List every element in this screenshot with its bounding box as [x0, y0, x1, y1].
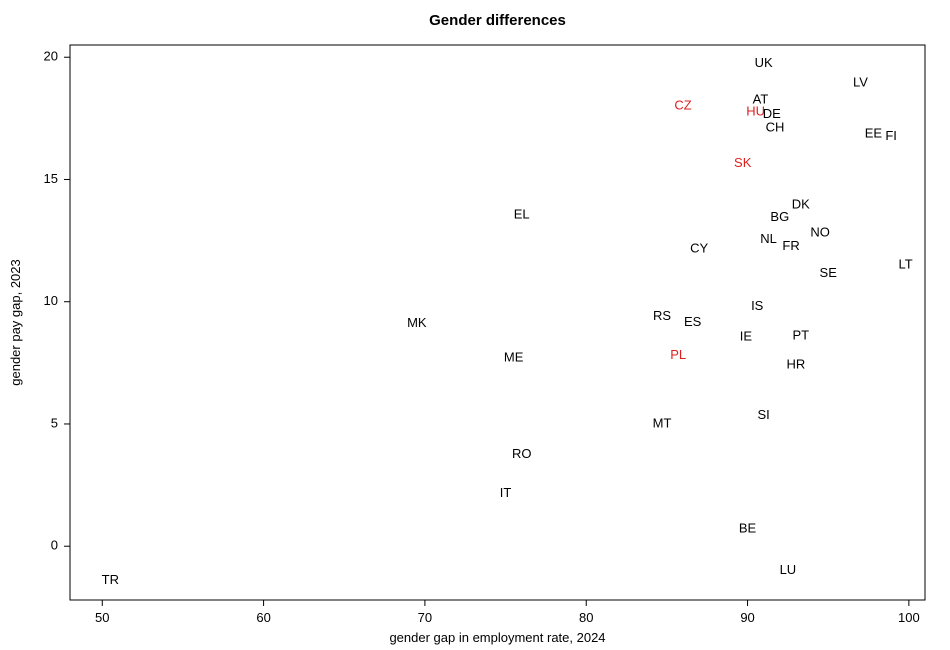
- plot-border: [70, 45, 925, 600]
- data-point-label: IS: [751, 298, 764, 313]
- data-point-label: SK: [734, 155, 752, 170]
- x-tick-label: 80: [579, 610, 593, 625]
- data-point-label: SE: [820, 265, 838, 280]
- data-point-label: ME: [504, 349, 524, 364]
- data-point-label: RO: [512, 446, 532, 461]
- y-axis-label: gender pay gap, 2023: [8, 259, 23, 386]
- data-point-label: HR: [787, 357, 806, 372]
- data-point-label: PT: [792, 327, 809, 342]
- data-point-label: MT: [653, 415, 672, 430]
- x-tick-label: 70: [418, 610, 432, 625]
- data-point-label: NO: [810, 225, 830, 240]
- data-point-label: FR: [782, 238, 799, 253]
- x-tick-label: 60: [256, 610, 270, 625]
- x-tick-label: 50: [95, 610, 109, 625]
- x-axis-label: gender gap in employment rate, 2024: [389, 630, 605, 645]
- data-point-label: BG: [770, 209, 789, 224]
- y-tick-label: 5: [51, 415, 58, 430]
- data-point-label: ES: [684, 314, 702, 329]
- y-tick-label: 10: [44, 293, 58, 308]
- data-point-label: UK: [755, 55, 773, 70]
- data-point-label: PL: [670, 347, 686, 362]
- data-point-label: LV: [853, 74, 868, 89]
- chart-title: Gender differences: [429, 12, 566, 29]
- data-point-label: LU: [780, 562, 797, 577]
- data-point-label: IT: [500, 485, 512, 500]
- data-point-label: BE: [739, 521, 757, 536]
- data-point-label: RS: [653, 308, 671, 323]
- x-tick-label: 100: [898, 610, 920, 625]
- data-point-label: CY: [690, 241, 708, 256]
- y-tick-label: 20: [44, 49, 58, 64]
- data-point-label: LT: [899, 256, 913, 271]
- y-tick-label: 15: [44, 171, 58, 186]
- data-point-label: DK: [792, 197, 810, 212]
- data-point-label: IE: [740, 329, 753, 344]
- data-point-label: AT: [753, 91, 769, 106]
- data-point-label: TR: [102, 572, 119, 587]
- x-tick-label: 90: [740, 610, 754, 625]
- data-point-label: FI: [885, 128, 897, 143]
- chart-container: 50 60 70 80 90 100 0 5 10 15 20 Gender differences g…: [0, 0, 950, 650]
- scatter-chart: 50 60 70 80 90 100 0 5 10 15 20 Gender differences g…: [0, 0, 950, 650]
- data-point-label: MK: [407, 315, 427, 330]
- data-point-label: SI: [758, 407, 770, 422]
- data-point-label: CZ: [674, 98, 691, 113]
- data-point-label: CH: [766, 120, 785, 135]
- data-point-label: EL: [514, 206, 530, 221]
- data-point-label: EE: [865, 126, 883, 141]
- data-point-label: NL: [760, 231, 777, 246]
- y-tick-label: 0: [51, 538, 58, 553]
